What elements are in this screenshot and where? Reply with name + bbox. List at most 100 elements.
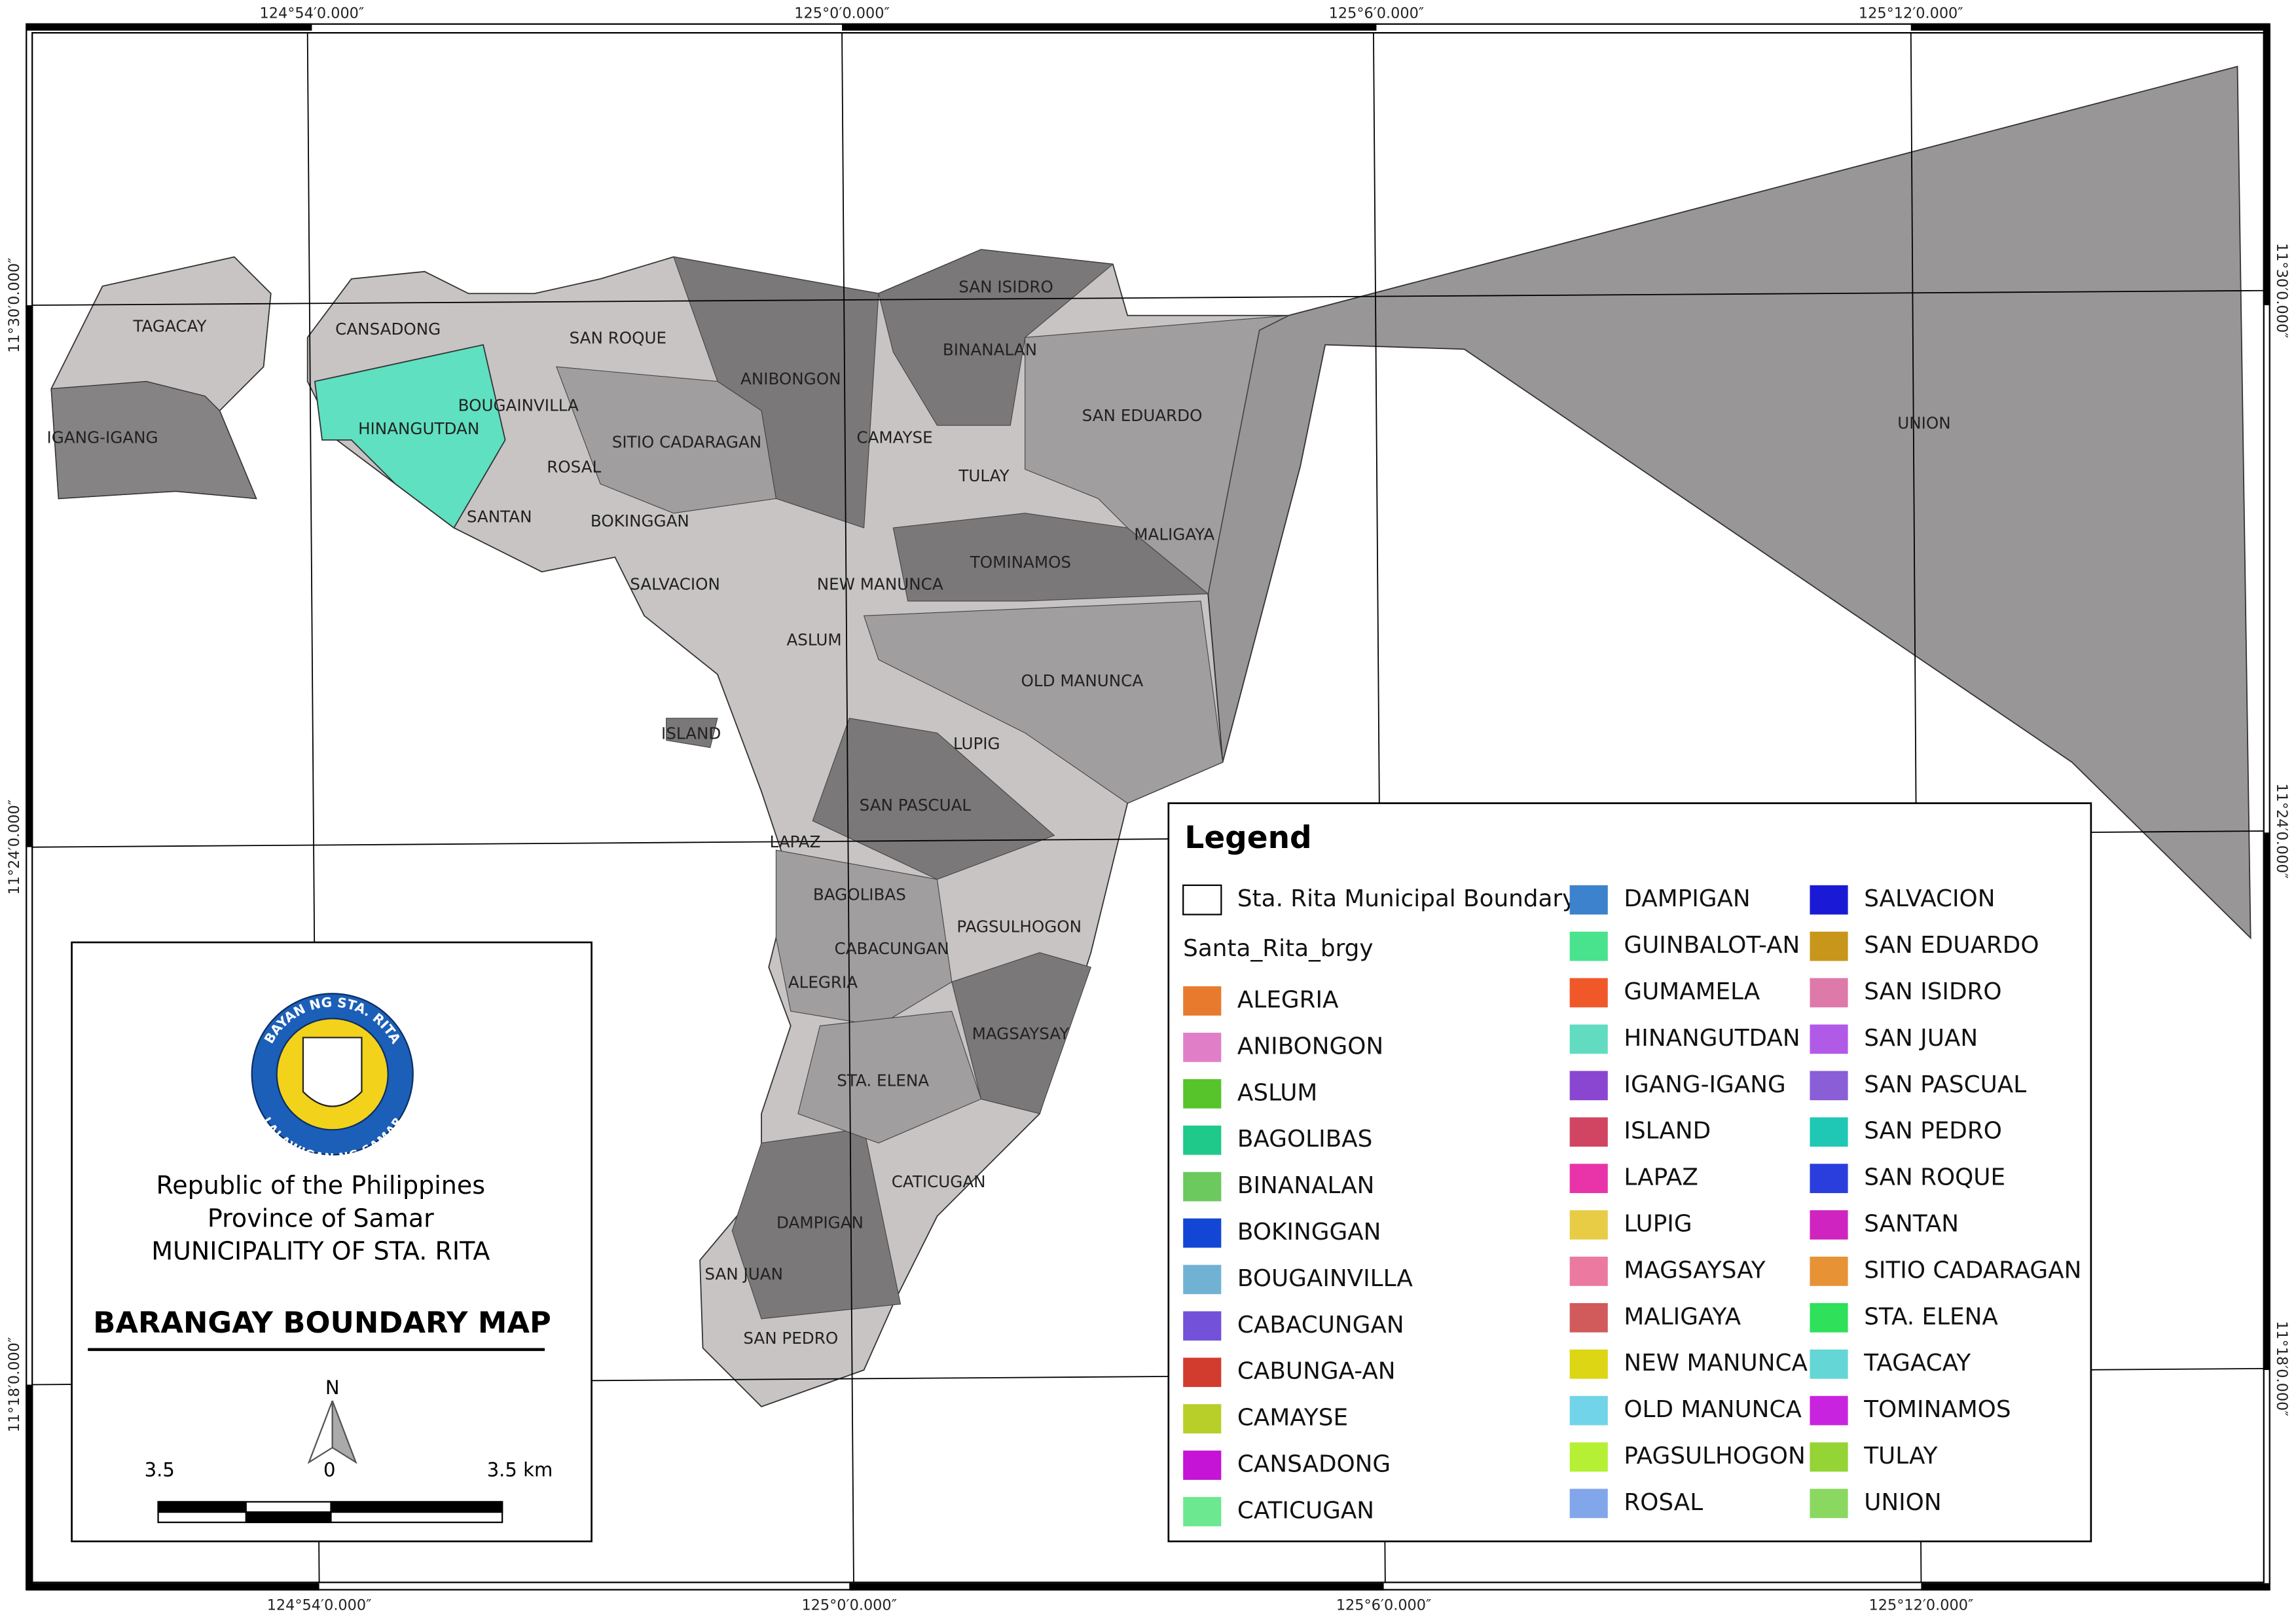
legend-label: DAMPIGAN <box>1624 885 1750 912</box>
land-hinangutdan <box>314 344 506 529</box>
legend-label: BOKINGGAN <box>1237 1219 1381 1246</box>
legend-swatch <box>1569 1488 1608 1519</box>
legend-swatch <box>1569 931 1608 961</box>
legend-items: ALEGRIA ANIBONGON ASLUM BAGOLIBAS BINANALAN B… <box>1183 885 2081 1526</box>
legend-swatch <box>1569 1442 1608 1472</box>
boundary-swatch <box>1182 884 1222 915</box>
legend-label: SALVACION <box>1864 885 1995 912</box>
legend-swatch <box>1569 1164 1608 1193</box>
title-line: Province of Samar <box>208 1204 434 1232</box>
legend-swatch <box>1183 1033 1222 1062</box>
barangay-label: SAN EDUARDO <box>1082 406 1203 425</box>
barangay-label: SALVACION <box>630 574 720 593</box>
coord-top: 125°0′0.000″ <box>794 5 890 22</box>
mid-districts <box>556 315 1289 1144</box>
legend-label: SAN ISIDRO <box>1864 978 2001 1005</box>
legend-label: SAN EDUARDO <box>1864 932 2039 959</box>
legend-swatch <box>1569 978 1608 1008</box>
legend-swatch <box>1183 1357 1222 1388</box>
legend-swatch <box>1810 1442 1848 1472</box>
legend-swatch <box>1810 1164 1848 1193</box>
legend-swatch <box>1810 1395 1848 1426</box>
scale-center: 0 <box>323 1458 336 1481</box>
coord-top: 125°12′0.000″ <box>1859 5 1963 22</box>
barangay-label: CABACUNGAN <box>835 939 949 958</box>
barangay-label: PAGSULHOGON <box>957 917 1082 936</box>
coord-bottom: 125°0′0.000″ <box>801 1597 897 1614</box>
barangay-label: CATICUGAN <box>892 1172 986 1191</box>
scale-right: 3.5 km <box>487 1458 553 1481</box>
legend-box <box>1167 802 2092 1543</box>
legend-boundary: Sta. Rita Municipal Boundary <box>1237 885 1576 912</box>
legend-swatch <box>1810 1349 1848 1379</box>
coord-top: 124°54′0.000″ <box>260 5 365 22</box>
legend-swatch <box>1810 1024 1848 1054</box>
coord-right: 11°18′0.000″ <box>2273 1321 2290 1416</box>
legend-label: SAN PASCUAL <box>1864 1071 2026 1098</box>
coord-left: 11°30′0.000″ <box>6 257 23 353</box>
barangay-label: MAGSAYSAY <box>972 1024 1070 1043</box>
coord-right: 11°30′0.000″ <box>2273 243 2290 339</box>
barangay-label: MALIGAYA <box>1134 525 1214 544</box>
legend-label: GUMAMELA <box>1624 978 1760 1005</box>
barangay-label: SAN PASCUAL <box>860 796 972 815</box>
legend-swatch <box>1810 978 1848 1008</box>
dark-districts <box>666 249 1209 1320</box>
legend-label: CABUNGA-AN <box>1237 1358 1396 1385</box>
legend-label: ROSAL <box>1624 1489 1703 1516</box>
legend-label: NEW MANUNCA <box>1624 1350 1808 1376</box>
legend-label: CATICUGAN <box>1237 1497 1374 1524</box>
barangay-label: SAN ISIDRO <box>958 277 1053 296</box>
legend-label: BAGOLIBAS <box>1237 1126 1372 1153</box>
legend-label: CAMAYSE <box>1237 1405 1348 1431</box>
legend-swatch <box>1569 1302 1608 1333</box>
legend-swatch <box>1183 1497 1222 1526</box>
scale-left: 3.5 <box>145 1458 175 1481</box>
barangay-label: ANIBONGON <box>740 369 841 388</box>
legend-label: ISLAND <box>1624 1118 1711 1145</box>
barangay-label: BOKINGGAN <box>591 511 689 530</box>
scale-bar <box>157 1501 503 1523</box>
barangay-label: TOMINAMOS <box>970 553 1071 572</box>
barangay-label: ROSAL <box>547 457 601 476</box>
legend-swatch <box>1810 1302 1848 1333</box>
legend-swatch <box>1183 1172 1222 1202</box>
legend-title: Legend <box>1184 820 1311 856</box>
legend-swatch <box>1810 1210 1848 1240</box>
legend-label: ANIBONGON <box>1237 1033 1383 1060</box>
barangay-label: TAGACAY <box>132 317 207 336</box>
coord-left: 11°24′0.000″ <box>6 800 23 895</box>
legend-swatch <box>1810 1257 1848 1286</box>
legend-swatch <box>1810 1071 1848 1101</box>
legend-swatch <box>1569 1349 1608 1379</box>
legend-swatch <box>1569 1071 1608 1101</box>
barangay-label: CANSADONG <box>335 320 441 339</box>
legend-label: CANSADONG <box>1237 1451 1391 1478</box>
legend-label: ASLUM <box>1237 1079 1317 1106</box>
barangay-label: SAN ROQUE <box>570 329 666 348</box>
legend-label: UNION <box>1864 1489 1941 1516</box>
barangay-label: NEW MANUNCA <box>817 574 943 593</box>
legend-swatch <box>1810 1117 1848 1147</box>
legend-label: SAN ROQUE <box>1864 1164 2005 1191</box>
map-title: BARANGAY BOUNDARY MAP <box>93 1305 551 1340</box>
legend-swatch <box>1183 1311 1222 1341</box>
legend-label: TOMINAMOS <box>1863 1396 2011 1423</box>
coord-top: 125°6′0.000″ <box>1329 5 1425 22</box>
legend-label: PAGSULHOGON <box>1624 1443 1805 1469</box>
legend-swatch <box>1183 1450 1222 1480</box>
legend-label: MAGSAYSAY <box>1624 1257 1765 1283</box>
legend-label: SAN PEDRO <box>1864 1118 2002 1145</box>
barangay-label: DAMPIGAN <box>776 1213 864 1232</box>
legend-swatch <box>1183 1264 1222 1295</box>
legend-swatch <box>1810 885 1848 915</box>
legend-swatch <box>1569 885 1608 915</box>
legend-swatch <box>1810 931 1848 961</box>
barangay-label: OLD MANUNCA <box>1021 671 1144 690</box>
barangay-label: BINANALAN <box>943 340 1037 359</box>
barangay-label: LAPAZ <box>769 832 820 851</box>
title-line: MUNICIPALITY OF STA. RITA <box>151 1237 490 1266</box>
barangay-label: BAGOLIBAS <box>813 885 906 904</box>
title-line: Republic of the Philippines <box>156 1171 486 1200</box>
